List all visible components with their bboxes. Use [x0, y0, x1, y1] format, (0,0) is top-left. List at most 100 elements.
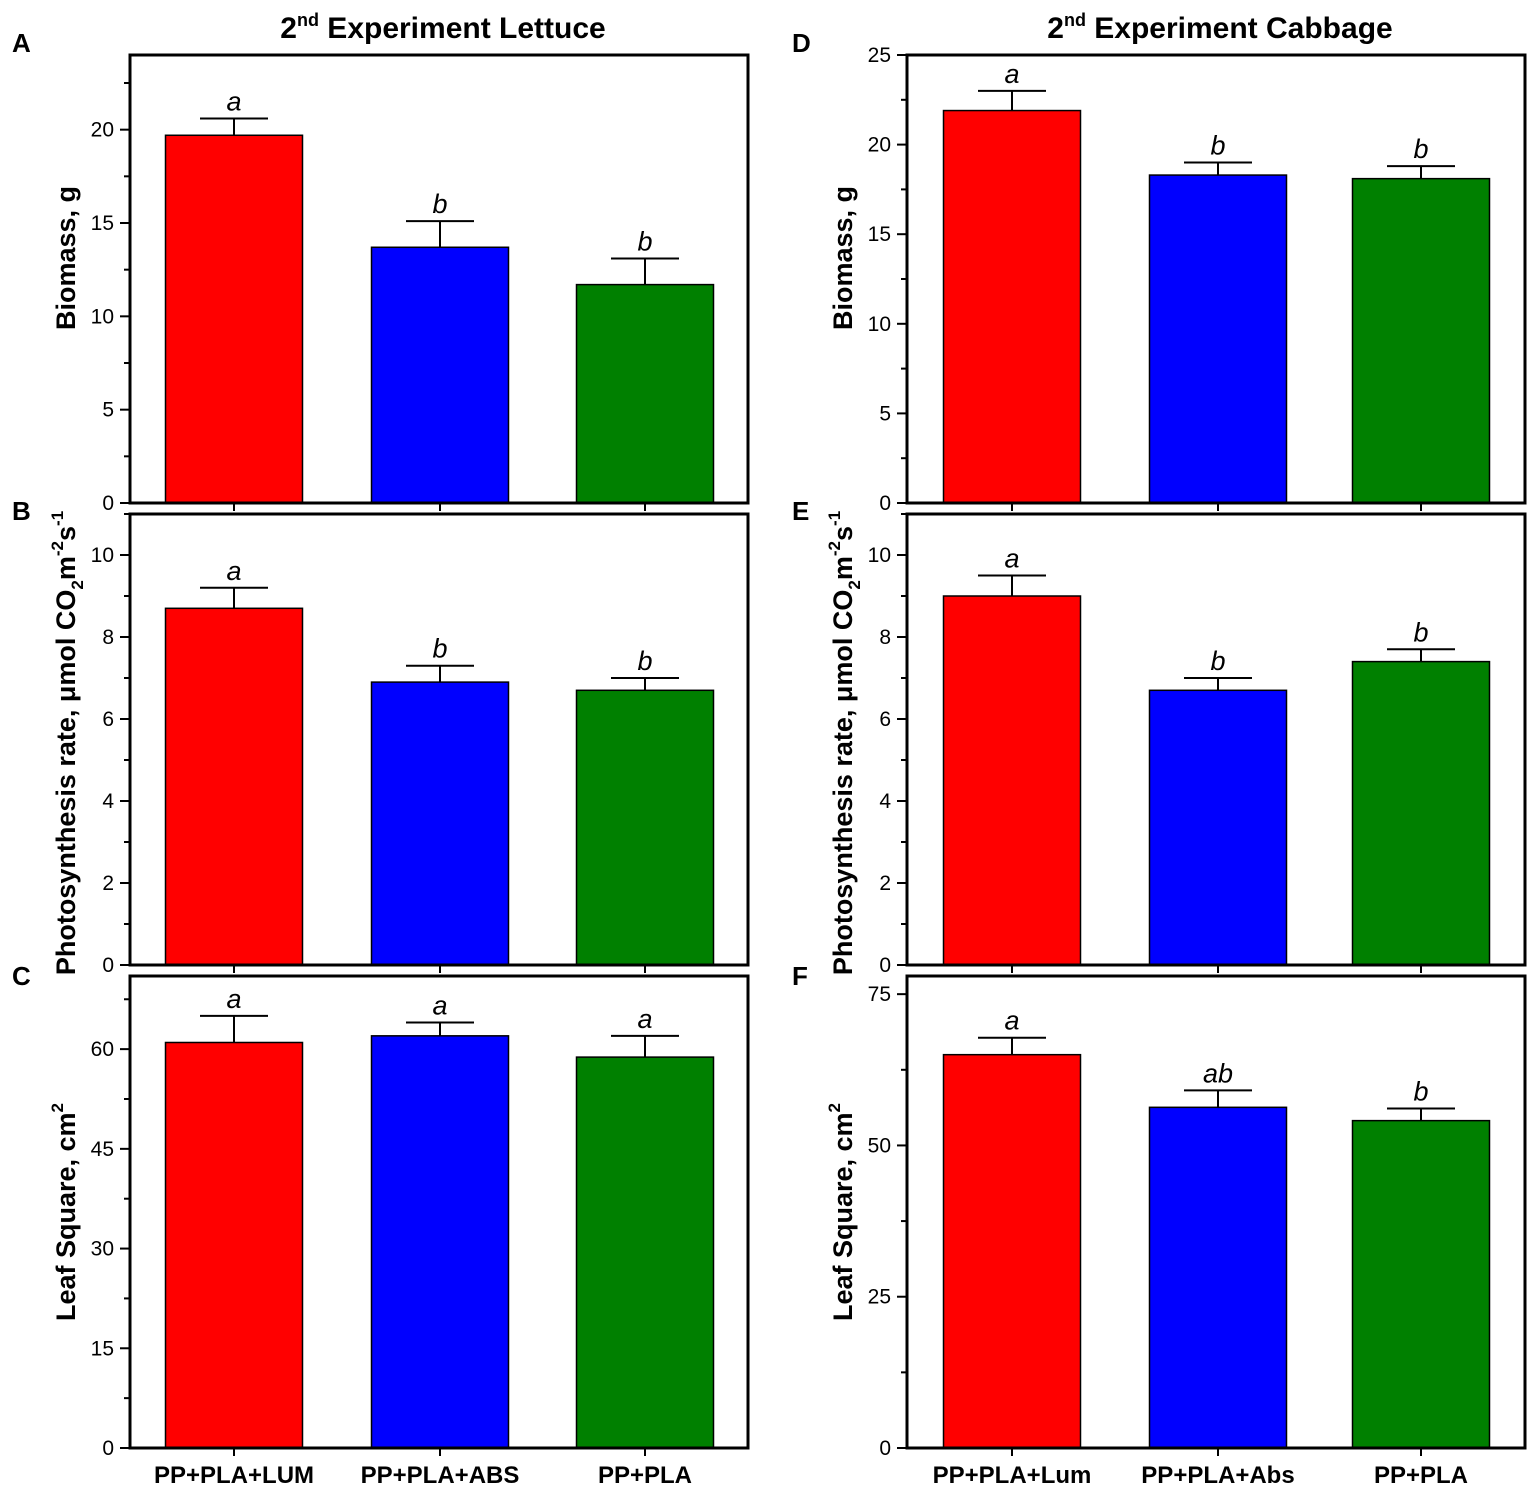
panel-A-bar-3: [575, 283, 715, 504]
panel-F-ytick-label: 25: [868, 1286, 891, 1309]
panel-C-significance-2: a: [432, 991, 447, 1021]
panel-F-frame: [905, 974, 1527, 1450]
panel-E-ylabel-sup2: -1: [825, 511, 844, 526]
panel-B-ytick-label: 4: [102, 790, 114, 813]
panel-F-bar-1: [942, 1053, 1082, 1449]
panel-A-significance-3: b: [637, 226, 652, 256]
lettuce-title-number: 2: [280, 12, 297, 45]
cabbage-category-label-1: PP+PLA+Lum: [933, 1462, 1092, 1489]
panel-letter-C: C: [12, 961, 31, 991]
panel-A-ytick-label: 0: [102, 492, 114, 515]
panel-B-ytick-label: 8: [102, 626, 114, 649]
cabbage-title-text: Experiment Cabbage: [1086, 12, 1393, 45]
panel-E-ylabel-unit-s: s: [828, 526, 858, 541]
panel-D-ytick-label: 10: [868, 313, 891, 336]
panel-D-ytick-label: 20: [868, 134, 891, 157]
panel-letter-A: A: [12, 28, 31, 58]
panel-A-bar-2: [370, 246, 510, 504]
panel-F-bar-2: [1148, 1106, 1288, 1449]
panel-D-significance-3: b: [1413, 134, 1428, 164]
panel-C-ylabel-main: Leaf Square, cm: [51, 1112, 81, 1321]
lettuce-category-label-1: PP+PLA+LUM: [154, 1462, 314, 1489]
panel-B-ylabel-main: Photosynthesis rate, μmol CO: [51, 590, 81, 976]
panel-B-bar-1: [164, 607, 304, 966]
panel-F-ytick-label: 75: [868, 983, 891, 1006]
panel-letter-D: D: [792, 28, 811, 58]
panel-B-ytick-label: 0: [102, 954, 114, 977]
panel-B-bar-3: [575, 689, 715, 966]
panel-D-ylabel: Biomass, g: [828, 186, 858, 330]
cabbage-title-superscript: nd: [1064, 10, 1086, 30]
panel-B-ylabel-sub: 2: [68, 580, 87, 589]
cabbage-category-label-3: PP+PLA: [1374, 1462, 1468, 1489]
panel-C-ytick-label: 60: [91, 1038, 114, 1061]
panel-A-ytick-label: 5: [102, 399, 114, 422]
panel-B-ytick-label: 2: [102, 872, 114, 895]
panel-C-significance-3: a: [637, 1004, 652, 1034]
panel-C-significance-1: a: [226, 984, 241, 1014]
panel-F-ylabel-main: Leaf Square, cm: [828, 1112, 858, 1321]
panel-D-bar-3: [1351, 177, 1491, 504]
panel-D-significance-2: b: [1210, 131, 1225, 161]
panel-C-bar-2: [370, 1035, 510, 1449]
panel-C-chart: a a a 0 15 30 45 60: [91, 974, 750, 1460]
cabbage-column-title: 2nd Experiment Cabbage: [1047, 10, 1392, 45]
panel-F-ytick-label: 0: [879, 1437, 891, 1460]
panel-D-ytick-label: 25: [868, 44, 891, 67]
panel-C-ytick-label: 15: [91, 1337, 114, 1360]
panel-D-ytick-label: 5: [879, 402, 891, 425]
panel-D-ytick-label: 15: [868, 223, 891, 246]
panel-C-bar-1: [164, 1041, 304, 1449]
cabbage-category-label-2: PP+PLA+Abs: [1141, 1462, 1294, 1489]
panel-F-chart: a ab b 0 25 50 75: [868, 974, 1527, 1460]
panel-F-ytick-label: 50: [868, 1134, 891, 1157]
panel-E-ytick-label: 0: [879, 954, 891, 977]
panel-B-ytick-label: 6: [102, 708, 114, 731]
lettuce-category-label-3: PP+PLA: [598, 1462, 692, 1489]
panel-B-ylabel: Photosynthesis rate, μmol CO2m-2s-1: [48, 511, 87, 975]
panel-C-ylabel-sup: 2: [48, 1103, 67, 1112]
panel-A-significance-1: a: [226, 86, 241, 116]
panel-F-ylabel: Leaf Square, cm2: [825, 1103, 858, 1321]
panel-E-significance-1: a: [1004, 544, 1019, 574]
panel-A-ytick-label: 20: [91, 119, 114, 142]
panel-E-ytick-label: 8: [879, 626, 891, 649]
panel-F-bar-3: [1351, 1119, 1491, 1449]
panel-F-significance-2: ab: [1203, 1058, 1233, 1088]
panel-E-ylabel: Photosynthesis rate, μmol CO2m-2s-1: [825, 511, 864, 975]
panel-E-chart: a b b 0 2 4 6 8 10: [868, 512, 1527, 977]
panel-A-chart: a b b 0 5 10 15 20: [91, 53, 750, 515]
panel-B-bar-2: [370, 681, 510, 966]
panel-C-ylabel: Leaf Square, cm2: [48, 1103, 81, 1321]
panel-B-significance-2: b: [432, 634, 447, 664]
panel-A-ylabel: Biomass, g: [51, 186, 81, 330]
panel-F-significance-3: b: [1413, 1077, 1428, 1107]
panel-C-ytick-label: 30: [91, 1238, 114, 1261]
panel-letter-F: F: [792, 961, 808, 991]
panel-letter-B: B: [12, 496, 31, 526]
panel-B-significance-3: b: [637, 646, 652, 676]
panel-C-ytick-label: 0: [102, 1437, 114, 1460]
panel-E-ytick-label: 2: [879, 872, 891, 895]
panel-E-ytick-label: 4: [879, 790, 891, 813]
panel-E-significance-3: b: [1413, 617, 1428, 647]
panel-D-bar-2: [1148, 174, 1288, 504]
panel-A-ytick-label: 10: [91, 305, 114, 328]
panel-F-significance-1: a: [1004, 1006, 1019, 1036]
lettuce-title-superscript: nd: [297, 10, 319, 30]
panel-E-ylabel-main: Photosynthesis rate, μmol CO: [828, 590, 858, 976]
lettuce-title-text: Experiment Lettuce: [319, 12, 606, 45]
panel-E-ylabel-unit-m: m: [828, 556, 858, 580]
panel-E-ylabel-sup1: -2: [825, 541, 844, 556]
panel-B-chart: a b b 0 2 4 6 8 10: [91, 512, 750, 977]
panel-E-bar-2: [1148, 689, 1288, 966]
panel-E-significance-2: b: [1210, 646, 1225, 676]
lettuce-category-label-2: PP+PLA+ABS: [361, 1462, 520, 1489]
panel-A-significance-2: b: [432, 189, 447, 219]
panel-D-bar-1: [942, 109, 1082, 504]
lettuce-column-title: 2nd Experiment Lettuce: [280, 10, 605, 45]
panel-C-ytick-label: 45: [91, 1138, 114, 1161]
panel-B-ylabel-unit-m: m: [51, 556, 81, 580]
panel-B-ylabel-sup1: -2: [48, 541, 67, 556]
